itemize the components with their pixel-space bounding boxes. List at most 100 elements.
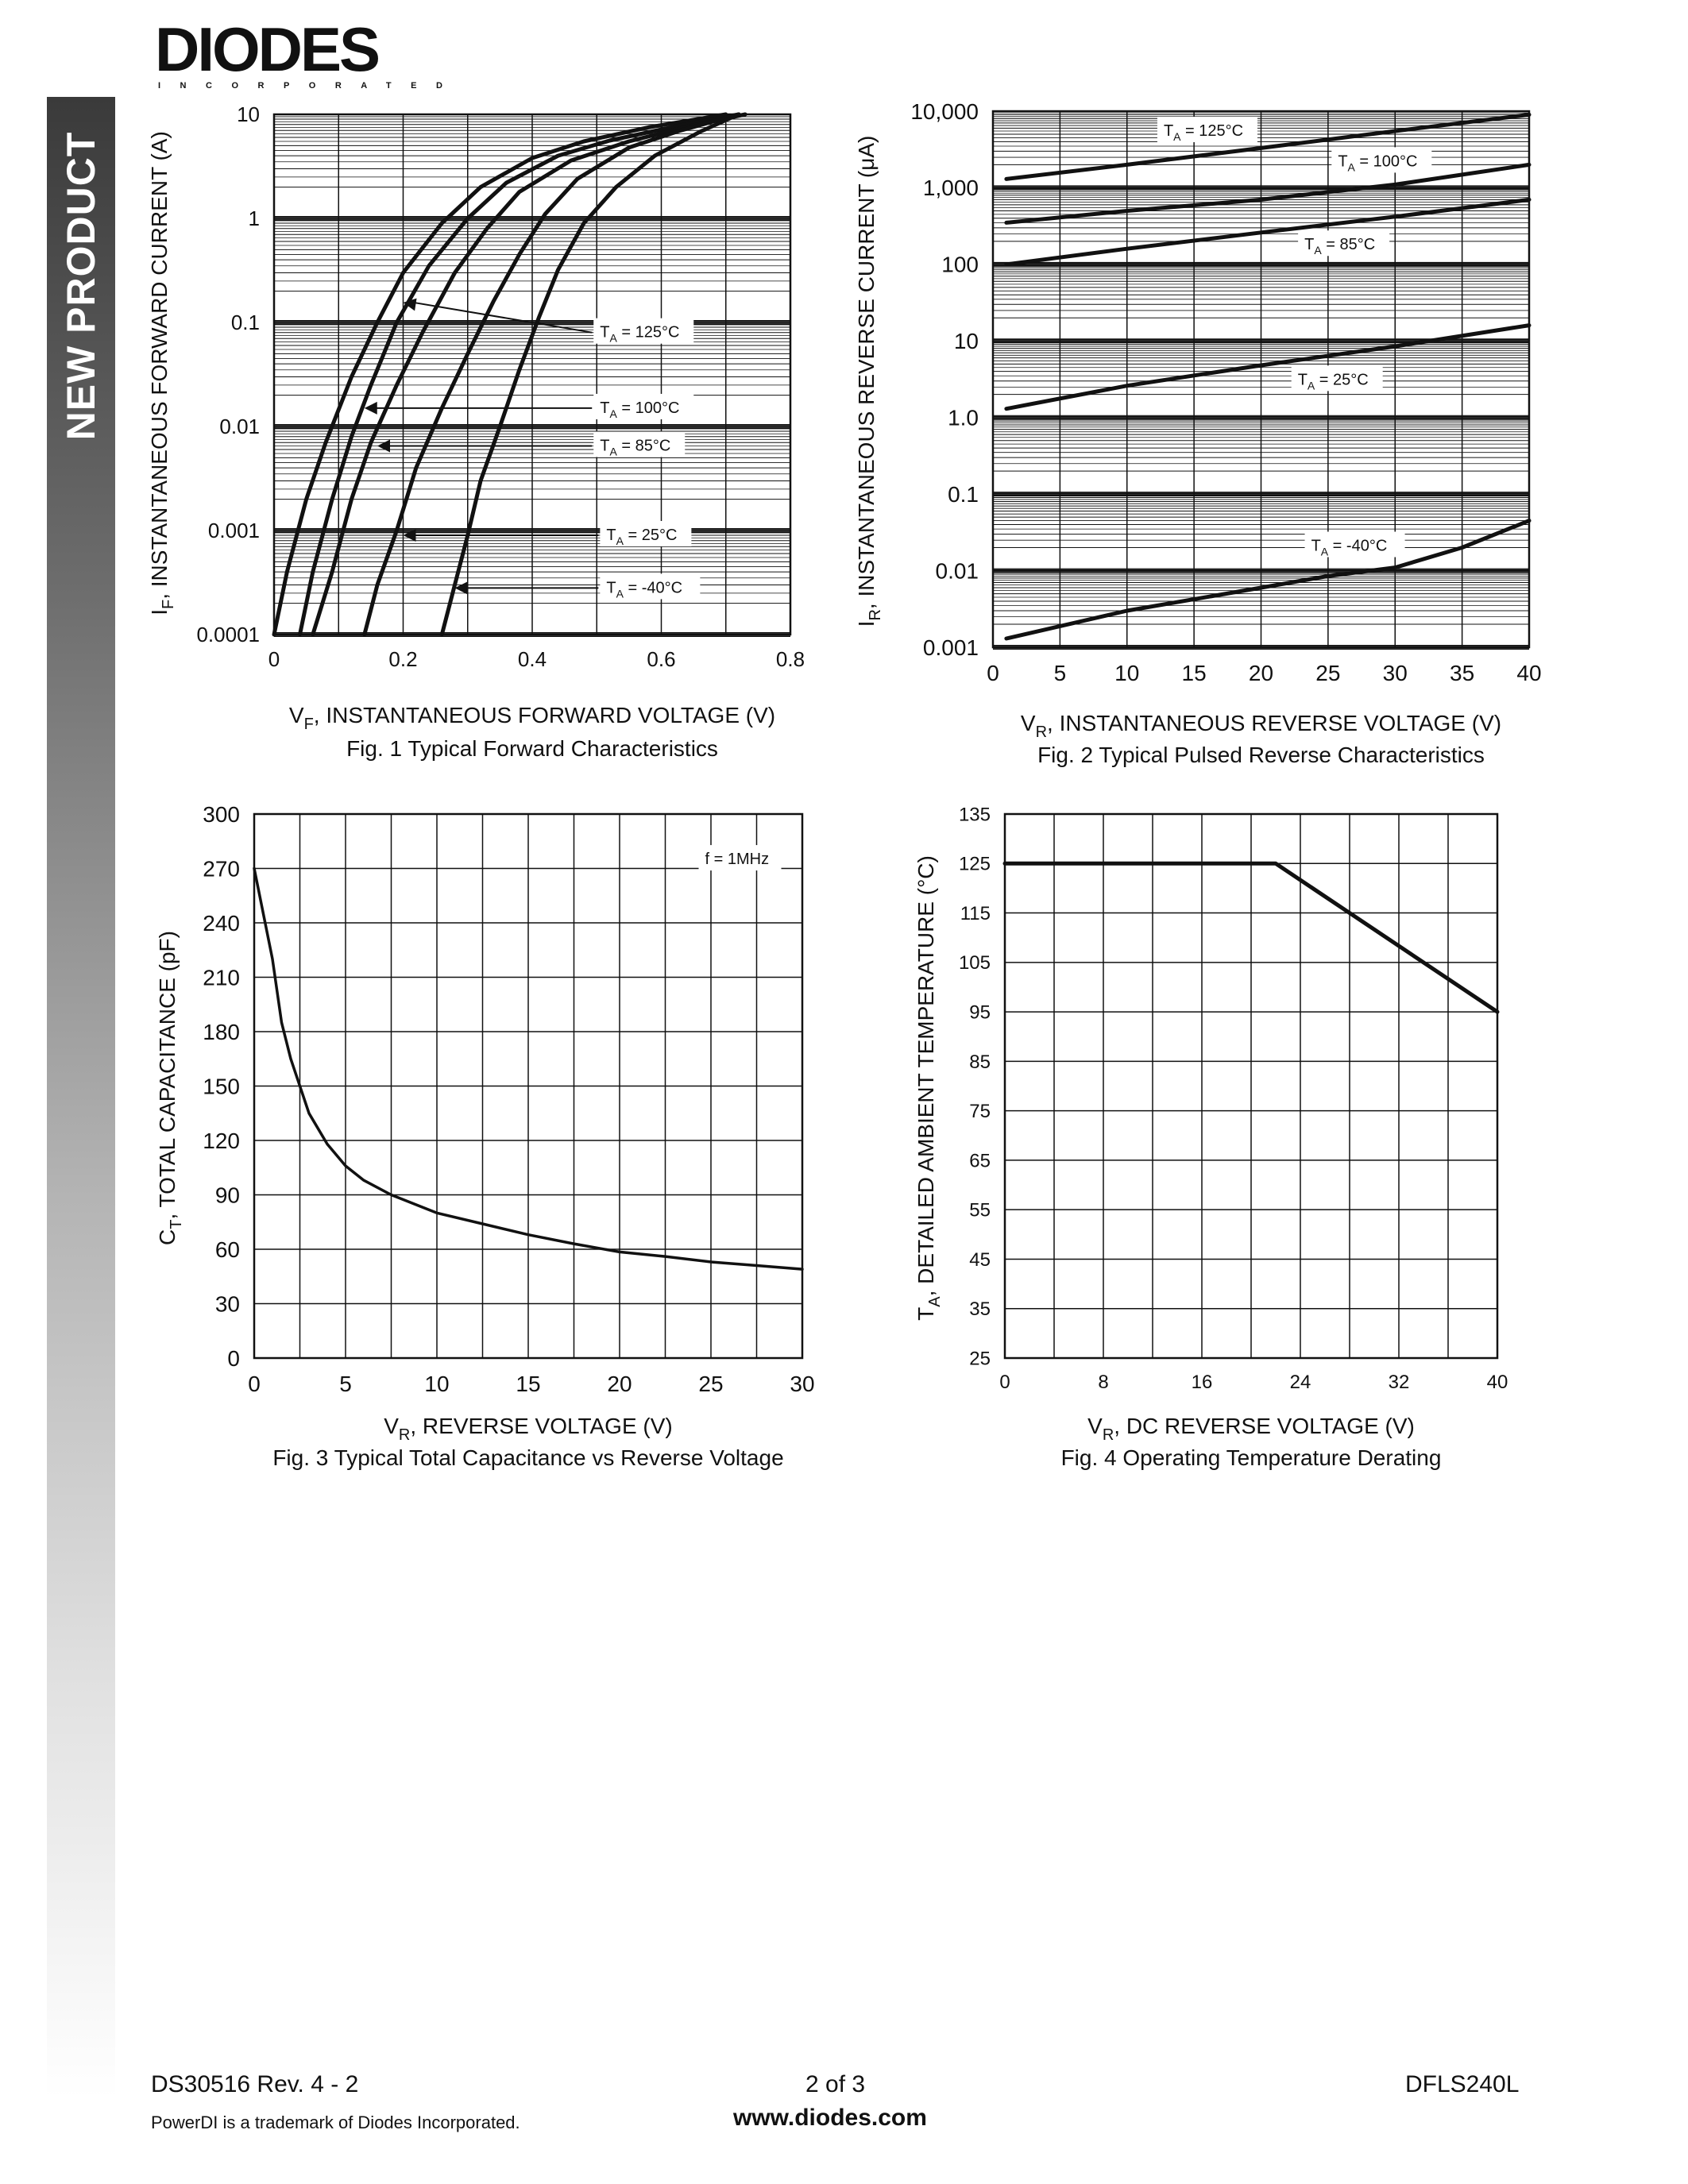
annotation-box bbox=[1298, 230, 1390, 257]
annotation-label: TA = 85°C bbox=[600, 438, 670, 458]
x-tick-label: 0 bbox=[248, 1372, 261, 1396]
annotation-label: TA = 125°C bbox=[1164, 122, 1243, 143]
y-tick-label: 95 bbox=[969, 1001, 991, 1023]
sidebar-band bbox=[47, 97, 115, 2098]
fig2-x-axis-label: VR, INSTANTANEOUS REVERSE VOLTAGE (V) bbox=[1021, 711, 1501, 741]
x-tick-label: 16 bbox=[1192, 1372, 1213, 1393]
annotation-label: f = 1MHz bbox=[705, 851, 770, 868]
x-tick-label: 24 bbox=[1290, 1372, 1311, 1393]
x-tick-label: 0.4 bbox=[518, 647, 547, 671]
x-tick-label: 0 bbox=[268, 647, 280, 671]
fig1-plot-frame bbox=[272, 113, 792, 636]
annotation-leader-line bbox=[414, 302, 593, 334]
y-tick-label: 55 bbox=[969, 1200, 991, 1221]
fig3-plot-frame bbox=[253, 812, 804, 1360]
y-tick-label: 0.1 bbox=[231, 311, 260, 334]
annotation-arrowhead bbox=[377, 439, 390, 453]
fig4-series-0 bbox=[1002, 861, 1500, 1014]
x-tick-label: 0.8 bbox=[776, 647, 805, 671]
y-tick-label: 210 bbox=[203, 965, 240, 990]
y-tick-label: 0 bbox=[227, 1346, 240, 1371]
x-tick-label: 40 bbox=[1487, 1372, 1508, 1393]
y-tick-label: 300 bbox=[203, 802, 240, 827]
fig3-series-0 bbox=[253, 866, 804, 1271]
fig2-chart: 0 5 10 15 20 25 30 35 40 0.001 0.01 0.1 1.0 10 100 1,00… bbox=[854, 99, 1542, 767]
fig1-chart: 0 0.2 0.4 0.6 0.8 0.0001 0.001 0.01 0.1 1 10 TA = 1… bbox=[147, 102, 805, 761]
x-tick-label: 0.2 bbox=[388, 647, 417, 671]
fig3-title: Fig. 3 Typical Total Capacitance vs Reve… bbox=[272, 1445, 783, 1470]
annotation-box bbox=[1304, 531, 1405, 558]
annotation-label: TA = 100°C bbox=[1338, 152, 1417, 173]
y-tick-label: 0.1 bbox=[948, 482, 979, 507]
x-tick-label: 35 bbox=[1450, 661, 1474, 685]
annotation-box bbox=[593, 393, 694, 419]
x-tick-label: 15 bbox=[516, 1372, 540, 1396]
x-tick-label: 5 bbox=[1054, 661, 1067, 685]
y-tick-label: 85 bbox=[969, 1051, 991, 1073]
x-tick-label: 5 bbox=[339, 1372, 352, 1396]
fig1-series-ta-25-c bbox=[362, 112, 741, 637]
x-tick-label: 30 bbox=[790, 1372, 814, 1396]
logo-wordmark: DIODES bbox=[155, 14, 380, 84]
fig2-y-axis-label: IR, INSTANTANEOUS REVERSE CURRENT (μA) bbox=[854, 136, 884, 627]
x-tick-label: 40 bbox=[1516, 661, 1541, 685]
y-tick-label: 125 bbox=[959, 854, 991, 875]
y-tick-label: 1,000 bbox=[923, 176, 979, 200]
annotation-box bbox=[593, 318, 694, 344]
fig1-y-axis-label: IF, INSTANTANEOUS FORWARD CURRENT (A) bbox=[147, 131, 177, 615]
x-tick-label: 0 bbox=[987, 661, 999, 685]
x-tick-label: 10 bbox=[1114, 661, 1139, 685]
fig3-y-axis-label: CT, TOTAL CAPACITANCE (pF) bbox=[155, 931, 185, 1245]
fig1-series-ta-85-c bbox=[311, 112, 747, 637]
y-tick-label: 0.01 bbox=[219, 415, 260, 438]
annotation-label: TA = -40°C bbox=[606, 579, 682, 600]
footer-trademark: PowerDI is a trademark of Diodes Incorpo… bbox=[151, 2113, 520, 2132]
x-tick-label: 25 bbox=[1315, 661, 1340, 685]
x-tick-label: 25 bbox=[698, 1372, 723, 1396]
y-tick-label: 35 bbox=[969, 1298, 991, 1320]
fig4-grid bbox=[1004, 813, 1498, 1359]
y-tick-label: 150 bbox=[203, 1074, 240, 1098]
y-tick-label: 0.001 bbox=[208, 519, 260, 542]
fig1-title: Fig. 1 Typical Forward Characteristics bbox=[346, 736, 718, 761]
fig2-series-ta-25-c bbox=[1004, 323, 1532, 411]
y-tick-label: 0.01 bbox=[936, 558, 979, 583]
fig1-series-ta-40-c bbox=[439, 112, 741, 637]
x-tick-label: 20 bbox=[1249, 661, 1273, 685]
fig4-chart: 0 8 16 24 32 40 25 35 45 55 65 75 85 95 105 115 125 135 VR… bbox=[914, 804, 1508, 1470]
y-tick-label: 240 bbox=[203, 911, 240, 936]
y-tick-label: 0.001 bbox=[923, 635, 979, 660]
footer-part-number: DFLS240L bbox=[1405, 2071, 1520, 2097]
fig1-series-ta-125-c bbox=[272, 112, 728, 637]
fig2-grid bbox=[992, 111, 1530, 650]
fig3-grid bbox=[253, 813, 803, 1359]
y-tick-label: 1.0 bbox=[948, 406, 979, 430]
y-tick-label: 0.0001 bbox=[196, 623, 260, 646]
y-tick-label: 65 bbox=[969, 1150, 991, 1171]
annotation-arrowhead bbox=[403, 298, 417, 311]
fig2-plot-frame bbox=[991, 110, 1531, 649]
y-tick-label: 90 bbox=[215, 1183, 240, 1207]
y-tick-label: 115 bbox=[960, 903, 991, 924]
y-tick-label: 75 bbox=[969, 1101, 991, 1122]
y-tick-label: 25 bbox=[969, 1348, 991, 1369]
x-tick-label: 30 bbox=[1383, 661, 1408, 685]
y-tick-label: 30 bbox=[215, 1291, 240, 1316]
x-tick-label: 32 bbox=[1389, 1372, 1410, 1393]
annotation-box bbox=[600, 573, 701, 600]
annotation-box bbox=[1291, 365, 1383, 392]
y-tick-label: 105 bbox=[959, 952, 991, 974]
fig4-x-axis-label: VR, DC REVERSE VOLTAGE (V) bbox=[1087, 1414, 1415, 1444]
y-tick-label: 60 bbox=[215, 1237, 240, 1262]
sidebar-label: NEW PRODUCT bbox=[59, 131, 103, 441]
fig1-x-axis-label: VF, INSTANTANEOUS FORWARD VOLTAGE (V) bbox=[289, 703, 775, 733]
annotation-arrowhead bbox=[364, 401, 377, 415]
x-tick-label: 20 bbox=[607, 1372, 632, 1396]
x-tick-label: 15 bbox=[1182, 661, 1207, 685]
fig4-y-axis-label: TA, DETAILED AMBIENT TEMPERATURE (°C) bbox=[914, 855, 944, 1321]
fig2-title: Fig. 2 Typical Pulsed Reverse Characteri… bbox=[1037, 743, 1485, 767]
y-tick-label: 270 bbox=[203, 856, 240, 881]
footer-website-link[interactable]: www.diodes.com bbox=[733, 2105, 927, 2131]
fig1-series-ta-100-c bbox=[298, 112, 741, 637]
logo-subtext: INCORPORATED bbox=[158, 81, 462, 91]
